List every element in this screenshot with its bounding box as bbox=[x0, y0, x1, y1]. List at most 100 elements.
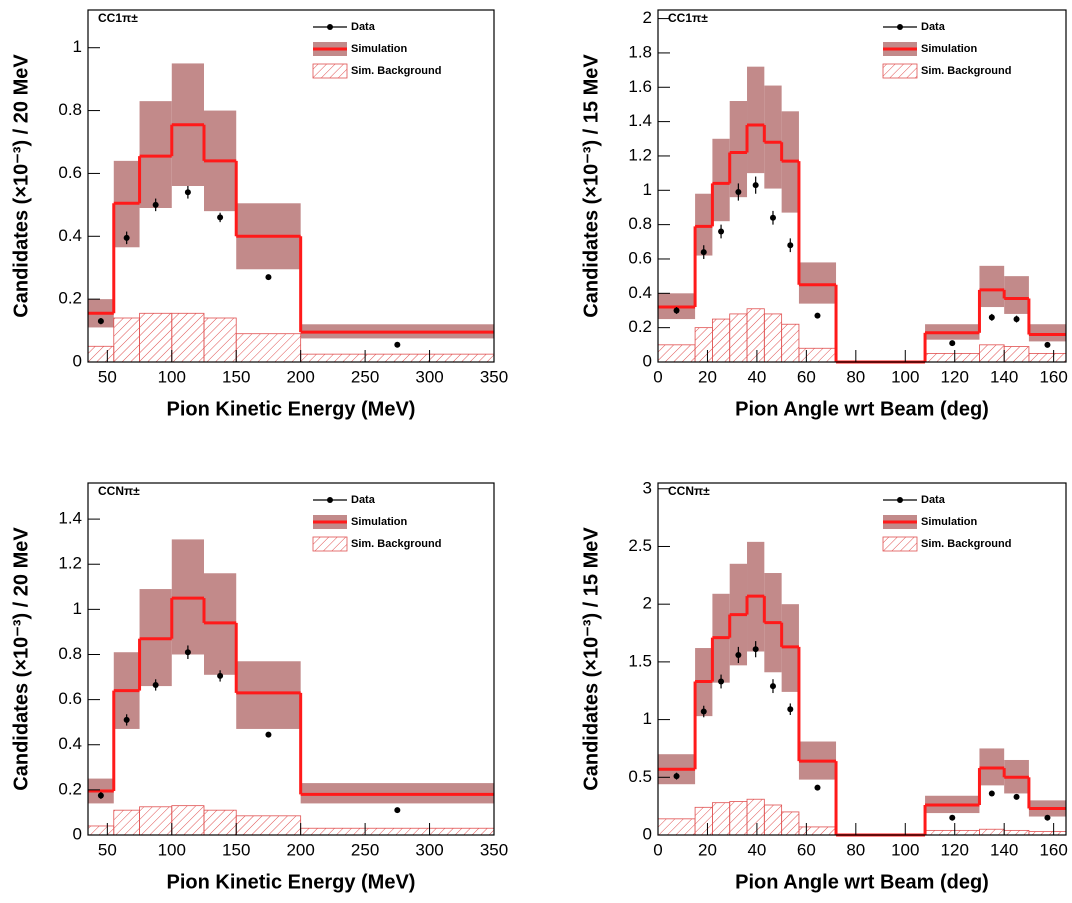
y-tick-label: 1 bbox=[73, 599, 82, 618]
y-tick-label: 0.6 bbox=[58, 163, 82, 182]
legend-marker bbox=[897, 497, 903, 503]
y-tick-label: 0.6 bbox=[628, 248, 652, 267]
y-tick-label: 1.8 bbox=[628, 42, 652, 61]
legend-label: Simulation bbox=[921, 43, 978, 55]
legend-label: Simulation bbox=[351, 516, 408, 528]
uncertainty-band bbox=[798, 262, 837, 304]
y-tick-label: 0.4 bbox=[628, 283, 652, 302]
data-point bbox=[988, 790, 995, 797]
x-tick-label: 50 bbox=[98, 367, 117, 386]
y-tick-label: 0 bbox=[73, 351, 82, 370]
y-tick-label: 1.5 bbox=[628, 651, 652, 670]
background-bar bbox=[235, 333, 302, 363]
background-bar bbox=[694, 806, 713, 836]
x-tick-label: 150 bbox=[222, 840, 250, 859]
data-point bbox=[949, 814, 956, 821]
plot-frame bbox=[87, 482, 495, 836]
data-point bbox=[673, 773, 680, 780]
data-point bbox=[787, 242, 794, 249]
background-bar bbox=[139, 806, 173, 836]
panel-label: CC1π± bbox=[668, 11, 708, 25]
x-tick-label: 60 bbox=[797, 840, 816, 859]
x-tick-label: 0 bbox=[653, 367, 662, 386]
uncertainty-band bbox=[729, 101, 748, 198]
uncertainty-band bbox=[1028, 324, 1066, 342]
y-tick-label: 1.2 bbox=[58, 554, 82, 573]
data-point bbox=[265, 731, 272, 738]
legend-marker bbox=[327, 497, 333, 503]
x-tick-label: 60 bbox=[797, 367, 816, 386]
uncertainty-band bbox=[1004, 276, 1029, 314]
x-axis-title: Pion Angle wrt Beam (deg) bbox=[735, 398, 989, 420]
data-point bbox=[718, 228, 725, 235]
legend-label: Data bbox=[921, 494, 946, 506]
x-tick-label: 140 bbox=[990, 367, 1018, 386]
background-bar bbox=[979, 344, 1005, 363]
x-tick-label: 0 bbox=[653, 840, 662, 859]
y-tick-label: 0.2 bbox=[58, 779, 82, 798]
y-tick-label: 1.6 bbox=[628, 77, 652, 96]
uncertainty-band bbox=[695, 193, 713, 256]
x-tick-label: 120 bbox=[941, 840, 969, 859]
background-bar bbox=[113, 317, 140, 363]
plot-frame bbox=[657, 482, 1067, 836]
plot-frame bbox=[657, 9, 1067, 363]
data-point bbox=[394, 341, 401, 348]
y-tick-label: 0.4 bbox=[58, 734, 82, 753]
legend-label: Sim. Background bbox=[351, 65, 441, 77]
data-point bbox=[718, 678, 725, 685]
background-bar bbox=[694, 327, 713, 363]
x-tick-label: 100 bbox=[158, 840, 186, 859]
data-point bbox=[1013, 316, 1020, 323]
y-tick-label: 1.2 bbox=[628, 145, 652, 164]
legend-hatch bbox=[882, 63, 918, 79]
legend-marker bbox=[897, 24, 903, 30]
background-bar bbox=[763, 313, 783, 363]
x-tick-label: 250 bbox=[351, 367, 379, 386]
x-tick-label: 50 bbox=[98, 840, 117, 859]
data-point bbox=[752, 182, 759, 189]
data-point bbox=[814, 312, 821, 319]
background-bar bbox=[781, 811, 800, 836]
plot-frame bbox=[87, 9, 495, 363]
data-point bbox=[814, 784, 821, 791]
x-tick-label: 80 bbox=[846, 367, 865, 386]
background-bar bbox=[203, 809, 237, 836]
y-tick-label: 0.8 bbox=[58, 644, 82, 663]
y-axis-title: Candidates (×10⁻³) / 15 MeV bbox=[580, 54, 602, 318]
panel-label: CCNπ± bbox=[98, 484, 140, 498]
x-axis-title: Pion Angle wrt Beam (deg) bbox=[735, 871, 989, 893]
x-tick-label: 20 bbox=[698, 840, 717, 859]
background-bar bbox=[763, 804, 783, 836]
x-tick-label: 80 bbox=[846, 840, 865, 859]
x-axis-title: Pion Kinetic Energy (MeV) bbox=[167, 398, 416, 420]
y-tick-label: 0.2 bbox=[58, 289, 82, 308]
y-tick-label: 0.8 bbox=[628, 214, 652, 233]
y-axis-title: Candidates (×10⁻³) / 20 MeV bbox=[10, 527, 32, 791]
background-bar bbox=[798, 826, 837, 836]
background-bar bbox=[979, 828, 1005, 836]
background-bar bbox=[235, 815, 302, 836]
legend-label: Simulation bbox=[921, 516, 978, 528]
y-tick-label: 1 bbox=[643, 180, 652, 199]
x-axis-title: Pion Kinetic Energy (MeV) bbox=[167, 871, 416, 893]
x-tick-label: 140 bbox=[990, 840, 1018, 859]
legend-hatch bbox=[312, 63, 348, 79]
background-bar bbox=[729, 801, 748, 836]
y-tick-label: 0.8 bbox=[58, 100, 82, 119]
x-tick-label: 40 bbox=[747, 840, 766, 859]
x-tick-label: 200 bbox=[286, 840, 314, 859]
x-tick-label: 100 bbox=[891, 840, 919, 859]
y-tick-label: 2 bbox=[643, 8, 652, 27]
background-bar bbox=[1003, 346, 1030, 363]
data-point bbox=[394, 807, 401, 814]
background-bar bbox=[87, 345, 115, 363]
data-point bbox=[735, 651, 742, 658]
data-point bbox=[1044, 814, 1051, 821]
data-point bbox=[949, 340, 956, 347]
y-tick-label: 1.4 bbox=[628, 111, 652, 130]
legend-marker bbox=[327, 24, 333, 30]
data-point bbox=[787, 706, 794, 713]
data-point bbox=[184, 649, 191, 656]
background-bar bbox=[746, 308, 765, 363]
